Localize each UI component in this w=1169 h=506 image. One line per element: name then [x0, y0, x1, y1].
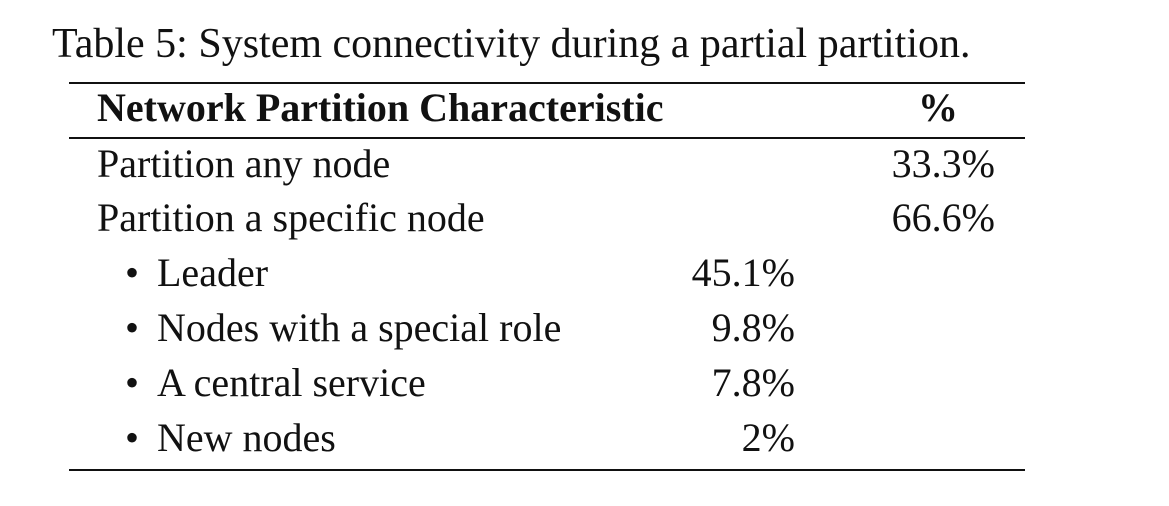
subrow-label: Nodes with a special role: [157, 305, 562, 350]
subrow-label-group: • A central service: [125, 356, 426, 410]
row-total: 66.6%: [891, 195, 995, 240]
table-subrow: • Nodes with a special role 9.8%: [0, 301, 1169, 355]
table-top-rule: [69, 82, 1025, 84]
bullet-icon: •: [125, 360, 140, 405]
table-subrow: • Leader 45.1%: [0, 246, 1169, 300]
subrow-label-group: • New nodes: [125, 411, 336, 465]
table-header-rule: [69, 137, 1025, 139]
subrow-value: 7.8%: [711, 360, 795, 405]
bullet-icon: •: [125, 305, 140, 350]
table-subrow: • A central service 7.8%: [0, 356, 1169, 410]
row-total: 33.3%: [891, 141, 995, 186]
header-characteristic: Network Partition Characteristic: [97, 85, 664, 130]
header-percent: %: [918, 85, 958, 130]
table-row: Partition any node 33.3%: [0, 137, 1169, 191]
bullet-icon: •: [125, 415, 140, 460]
bullet-icon: •: [125, 250, 140, 295]
subrow-label: Leader: [157, 250, 269, 295]
subrow-value: 45.1%: [691, 250, 795, 295]
subrow-value: 9.8%: [711, 305, 795, 350]
table-row: Partition a specific node 66.6%: [0, 191, 1169, 245]
subrow-label: A central service: [157, 360, 426, 405]
subrow-label: New nodes: [157, 415, 336, 460]
row-label: Partition any node: [97, 141, 391, 186]
subrow-label-group: • Nodes with a special role: [125, 301, 561, 355]
row-label: Partition a specific node: [97, 195, 485, 240]
subrow-value: 2%: [741, 415, 795, 460]
table-bottom-rule: [69, 469, 1025, 471]
subrow-label-group: • Leader: [125, 246, 268, 300]
table-caption: Table 5: System connectivity during a pa…: [52, 21, 971, 67]
table-subrow: • New nodes 2%: [0, 411, 1169, 465]
